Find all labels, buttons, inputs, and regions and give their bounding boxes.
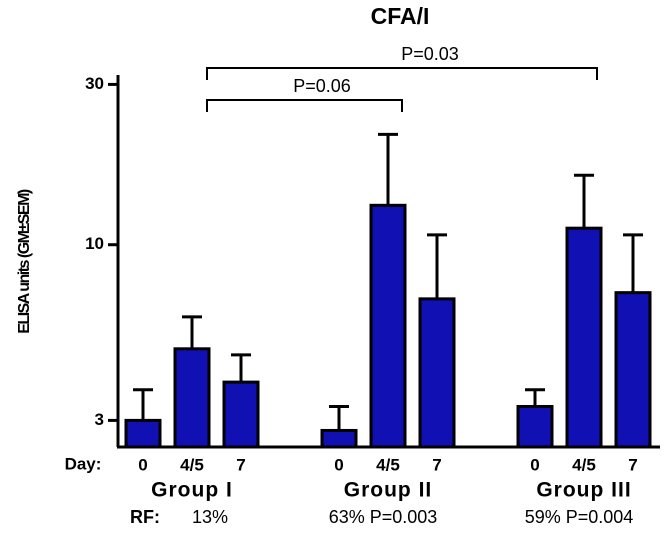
bar <box>614 291 652 449</box>
group-label: Group I <box>151 479 233 502</box>
x-tick-label: 7 <box>432 455 441 474</box>
rf-label: 13% <box>192 507 228 527</box>
y-axis-label: ELISA units (GM±SEM) <box>16 189 33 334</box>
annotation: P=0.06 <box>293 76 351 96</box>
bar <box>418 297 456 449</box>
rf-label: 63% P=0.003 <box>329 507 438 527</box>
bar <box>173 347 211 449</box>
group-label: Group II <box>344 479 433 502</box>
significance-bracket <box>206 99 403 112</box>
x-axis-prefix: Day: <box>65 454 102 473</box>
x-tick-label: 0 <box>138 455 147 474</box>
rf-prefix: RF: <box>130 507 160 527</box>
group-label: Group III <box>536 479 631 502</box>
significance-bracket <box>206 67 598 80</box>
bar <box>516 404 554 449</box>
bar <box>124 418 162 449</box>
x-tick-label: 7 <box>628 455 637 474</box>
y-tick-label: 30 <box>85 74 104 93</box>
x-tick-label: 4/5 <box>572 455 596 474</box>
x-tick-label: 0 <box>530 455 539 474</box>
bar <box>369 203 407 449</box>
chart-title: CFA/I <box>371 3 430 29</box>
annotation: P=0.03 <box>401 44 459 64</box>
x-tick-label: 4/5 <box>180 455 204 474</box>
bar <box>320 428 358 449</box>
x-tick-label: 4/5 <box>376 455 400 474</box>
rf-label: 59% P=0.004 <box>525 507 634 527</box>
bar <box>565 226 603 449</box>
x-tick-label: 0 <box>334 455 343 474</box>
y-tick-label: 10 <box>85 234 104 253</box>
x-tick-label: 7 <box>236 455 245 474</box>
bar <box>222 380 260 449</box>
y-tick-label: 3 <box>95 410 104 429</box>
